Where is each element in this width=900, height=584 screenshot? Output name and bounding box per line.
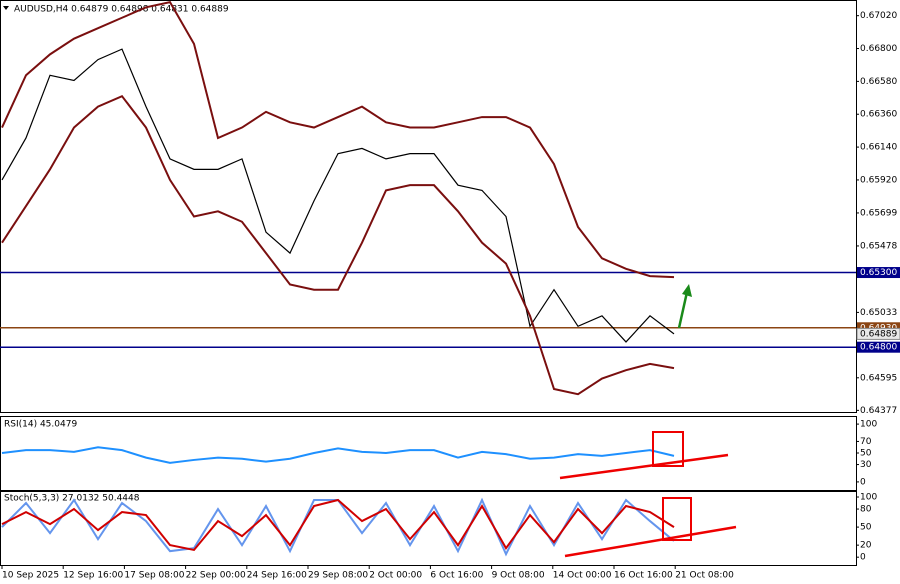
y-tick-label: 100 bbox=[860, 420, 877, 430]
time-label: 24 Sep 16:00 bbox=[247, 571, 307, 581]
series-line bbox=[1, 446, 675, 464]
series-line bbox=[1, 498, 675, 552]
time-label: 2 Oct 00:00 bbox=[369, 571, 422, 581]
level-tag bbox=[857, 267, 900, 279]
y-tick-label: 0.65699 bbox=[860, 208, 897, 218]
stoch-pane bbox=[0, 491, 857, 566]
time-label: 21 Oct 08:00 bbox=[675, 571, 734, 581]
price-title: AUDUSD,H4 0.64879 0.64898 0.64831 0.6488… bbox=[14, 5, 229, 15]
y-tick-label: 80 bbox=[860, 505, 872, 515]
y-tick-label: 0.66140 bbox=[860, 143, 897, 153]
current-price-label: 0.64889 bbox=[860, 329, 897, 339]
price-pane bbox=[0, 0, 857, 413]
y-tick-label: 50 bbox=[860, 523, 872, 533]
y-tick-label: 0.67020 bbox=[860, 11, 897, 21]
level-label: 0.64800 bbox=[860, 343, 897, 353]
time-label: 14 Oct 00:00 bbox=[553, 571, 612, 581]
y-tick-label: 0.66360 bbox=[860, 110, 897, 120]
y-tick-label: 50 bbox=[860, 449, 872, 459]
y-tick-label: 0.66580 bbox=[860, 77, 897, 87]
time-label: 6 Oct 16:00 bbox=[430, 571, 483, 581]
series-line bbox=[1, 48, 675, 343]
time-label: 12 Sep 16:00 bbox=[63, 571, 123, 581]
highlight-box bbox=[652, 431, 684, 467]
menu-arrow[interactable] bbox=[3, 6, 9, 10]
current-price-tag bbox=[856, 327, 900, 340]
time-label: 22 Sep 00:00 bbox=[186, 571, 246, 581]
time-label: 9 Oct 08:00 bbox=[492, 571, 545, 581]
y-tick-label: 100 bbox=[860, 493, 877, 503]
level-tag bbox=[857, 322, 900, 334]
y-tick-label: 0 bbox=[860, 477, 866, 487]
y-tick-label: 30 bbox=[860, 460, 872, 470]
stoch-title: Stoch(5,3,3) 27.0132 50.4448 bbox=[4, 494, 140, 504]
rsi-pane bbox=[0, 416, 857, 491]
time-label: 29 Sep 08:00 bbox=[308, 571, 368, 581]
y-tick-label: 0 bbox=[860, 553, 866, 563]
y-tick-label: 0.64595 bbox=[860, 373, 897, 383]
y-tick-label: 0.65033 bbox=[860, 308, 897, 318]
y-tick-label: 0.65920 bbox=[860, 175, 897, 185]
level-tag bbox=[857, 341, 900, 353]
rsi-title: RSI(14) 45.0479 bbox=[4, 420, 77, 430]
y-tick-label: 0.66800 bbox=[860, 44, 897, 54]
arrow-head bbox=[682, 284, 692, 297]
y-tick-label: 0.64377 bbox=[860, 406, 897, 416]
highlight-box bbox=[662, 497, 692, 541]
y-tick-label: 70 bbox=[860, 437, 872, 447]
arrow bbox=[677, 291, 689, 329]
time-label: 17 Sep 08:00 bbox=[124, 571, 184, 581]
trend-line bbox=[564, 525, 737, 558]
level-label: 0.65300 bbox=[860, 268, 897, 278]
y-tick-label: 20 bbox=[860, 541, 872, 551]
series-line bbox=[1, 94, 675, 396]
trend-line bbox=[559, 453, 729, 480]
time-label: 16 Oct 16:00 bbox=[614, 571, 673, 581]
time-label: 10 Sep 2025 bbox=[2, 571, 59, 581]
series-line bbox=[1, 0, 675, 279]
y-tick-label: 0.65478 bbox=[860, 241, 897, 251]
